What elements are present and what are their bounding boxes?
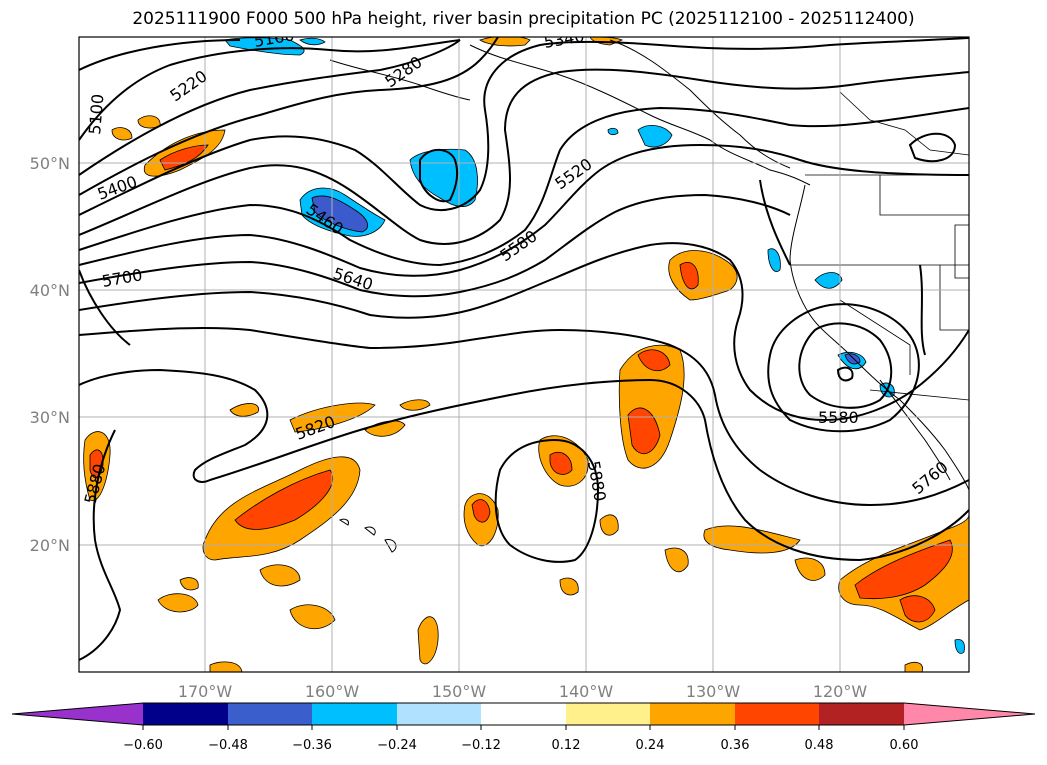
colorbar-segment — [397, 703, 481, 725]
lon-label-160w: 160°W — [305, 682, 360, 701]
colorbar-tick-label: 0.36 — [721, 738, 750, 753]
colorbar-high-extend — [904, 703, 1035, 725]
lat-label-40n: 40°N — [30, 281, 70, 300]
colorbar-segment — [228, 703, 312, 725]
colorbar-segment — [819, 703, 904, 725]
lon-label-120w: 120°W — [813, 682, 868, 701]
colorbar-tick-label: 0.48 — [805, 738, 834, 753]
lat-label-50n: 50°N — [30, 154, 70, 173]
colorbar-tick-label: −0.48 — [208, 738, 248, 753]
lat-label-30n: 30°N — [30, 408, 70, 427]
colorbar-segment — [143, 703, 228, 725]
colorbar-tick-label: −0.60 — [123, 738, 163, 753]
coastlines — [329, 39, 969, 553]
lat-label-20n: 20°N — [30, 536, 70, 555]
colorbar-segment — [735, 703, 819, 725]
colorbar-segment — [650, 703, 735, 725]
colorbar: −0.60 −0.48 −0.36 −0.24 −0.12 0.12 0.24 … — [11, 702, 1036, 753]
colorbar-segment — [566, 703, 650, 725]
longitude-labels: 170°W 160°W 150°W 140°W 130°W 120°W — [178, 682, 868, 701]
colorbar-tick-label: −0.36 — [292, 738, 332, 753]
latitude-labels: 50°N 40°N 30°N 20°N — [30, 154, 70, 555]
colorbar-tick-label: 0.24 — [636, 738, 665, 753]
contour-label: 5100 — [85, 93, 107, 135]
colorbar-tick-label: −0.24 — [377, 738, 417, 753]
colorbar-tick-label: −0.12 — [461, 738, 501, 753]
contour-label: 5580 — [818, 408, 859, 427]
colorbar-low-extend — [12, 703, 143, 725]
colorbar-tick-label: 0.12 — [552, 738, 581, 753]
map-gridlines — [79, 37, 969, 672]
lon-label-140w: 140°W — [559, 682, 614, 701]
colorbar-segment — [481, 703, 566, 725]
map-title: 2025111900 F000 500 hPa height, river ba… — [132, 9, 915, 29]
lon-label-130w: 130°W — [686, 682, 741, 701]
lon-label-150w: 150°W — [432, 682, 487, 701]
lon-label-170w: 170°W — [178, 682, 233, 701]
precip-negative-shading — [224, 37, 965, 654]
colorbar-tick-label: 0.60 — [890, 738, 919, 753]
colorbar-segment — [312, 703, 397, 725]
height-contours — [79, 37, 969, 661]
map-border — [78, 36, 970, 673]
